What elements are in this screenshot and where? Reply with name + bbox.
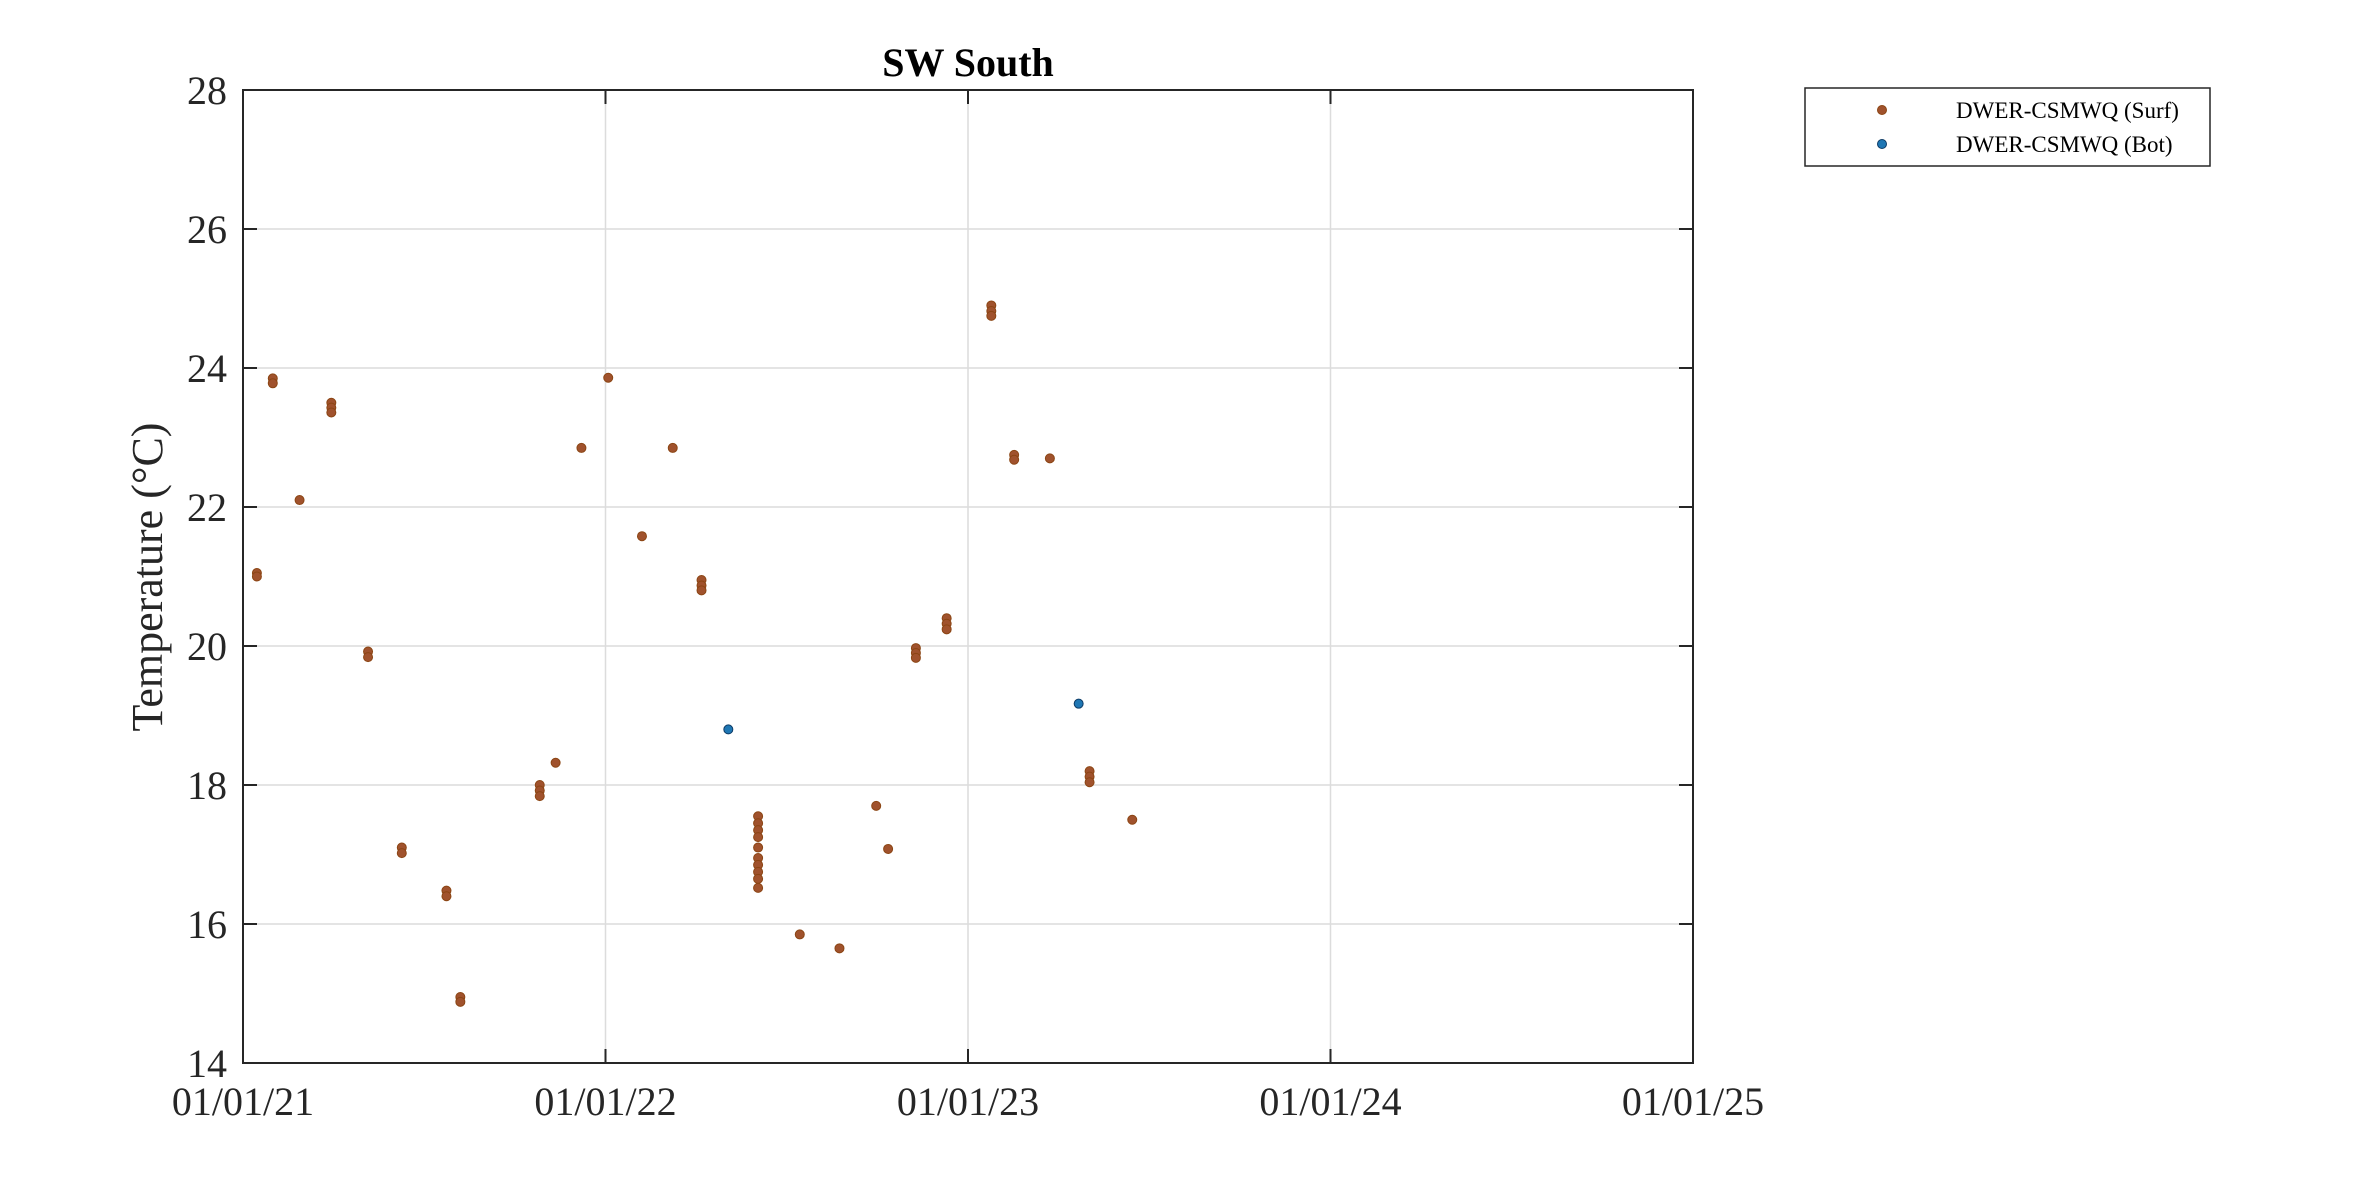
y-tick-label: 18 <box>187 763 227 808</box>
x-tick-label: 01/01/21 <box>172 1079 314 1124</box>
x-tick-label: 01/01/25 <box>1622 1079 1764 1124</box>
surf-point <box>576 442 587 453</box>
bot-point <box>723 724 734 735</box>
surf-point <box>534 791 545 802</box>
surf-point <box>753 882 764 893</box>
x-tick-label: 01/01/24 <box>1259 1079 1401 1124</box>
surf-point <box>396 848 407 859</box>
surf-point <box>603 372 614 383</box>
y-tick-label: 24 <box>187 346 227 391</box>
surf-point <box>363 652 374 663</box>
surf-point <box>636 531 647 542</box>
surf-point <box>667 442 678 453</box>
legend-marker <box>1877 105 1887 115</box>
surf-point <box>267 378 278 389</box>
surf-point <box>753 873 764 884</box>
y-tick-label: 16 <box>187 902 227 947</box>
surf-point <box>1009 454 1020 465</box>
surf-point <box>1044 453 1055 464</box>
surf-point <box>455 996 466 1007</box>
surf-point <box>1084 777 1095 788</box>
surf-point <box>910 652 921 663</box>
bot-point <box>1073 698 1084 709</box>
legend-box <box>1804 87 2211 167</box>
surf-point <box>794 929 805 940</box>
y-tick-label: 22 <box>187 485 227 530</box>
surf-point <box>753 842 764 853</box>
plot-frame <box>242 89 1694 1064</box>
surf-point <box>550 757 561 768</box>
x-tick-label: 01/01/22 <box>534 1079 676 1124</box>
surf-point <box>696 585 707 596</box>
surf-point <box>441 891 452 902</box>
y-axis-label: Temperature (°C) <box>123 423 172 732</box>
surf-point <box>294 495 305 506</box>
legend-label: DWER-CSMWQ (Bot) <box>1956 132 2173 157</box>
y-tick-label: 28 <box>187 68 227 113</box>
legend-label: DWER-CSMWQ (Surf) <box>1956 98 2179 123</box>
legend-marker <box>1877 139 1887 149</box>
surf-point <box>941 624 952 635</box>
x-tick-label: 01/01/23 <box>897 1079 1039 1124</box>
surf-point <box>986 310 997 321</box>
surf-point <box>251 571 262 582</box>
surf-point <box>753 832 764 843</box>
surf-point <box>871 800 882 811</box>
y-tick-label: 26 <box>187 207 227 252</box>
grid <box>243 90 1693 1063</box>
y-tick-label: 20 <box>187 624 227 669</box>
data-points <box>251 300 1138 1007</box>
legend: DWER-CSMWQ (Surf) DWER-CSMWQ (Bot) <box>1804 87 2211 167</box>
surf-point <box>883 843 894 854</box>
y-tick-label: 14 <box>187 1041 227 1086</box>
chart-title: SW South <box>882 40 1054 85</box>
surf-point <box>834 943 845 954</box>
surf-point <box>326 407 337 418</box>
axis-ticks: 01/01/21 01/01/22 01/01/23 01/01/24 01/01/25… <box>172 68 1764 1124</box>
surf-point <box>1127 814 1138 825</box>
